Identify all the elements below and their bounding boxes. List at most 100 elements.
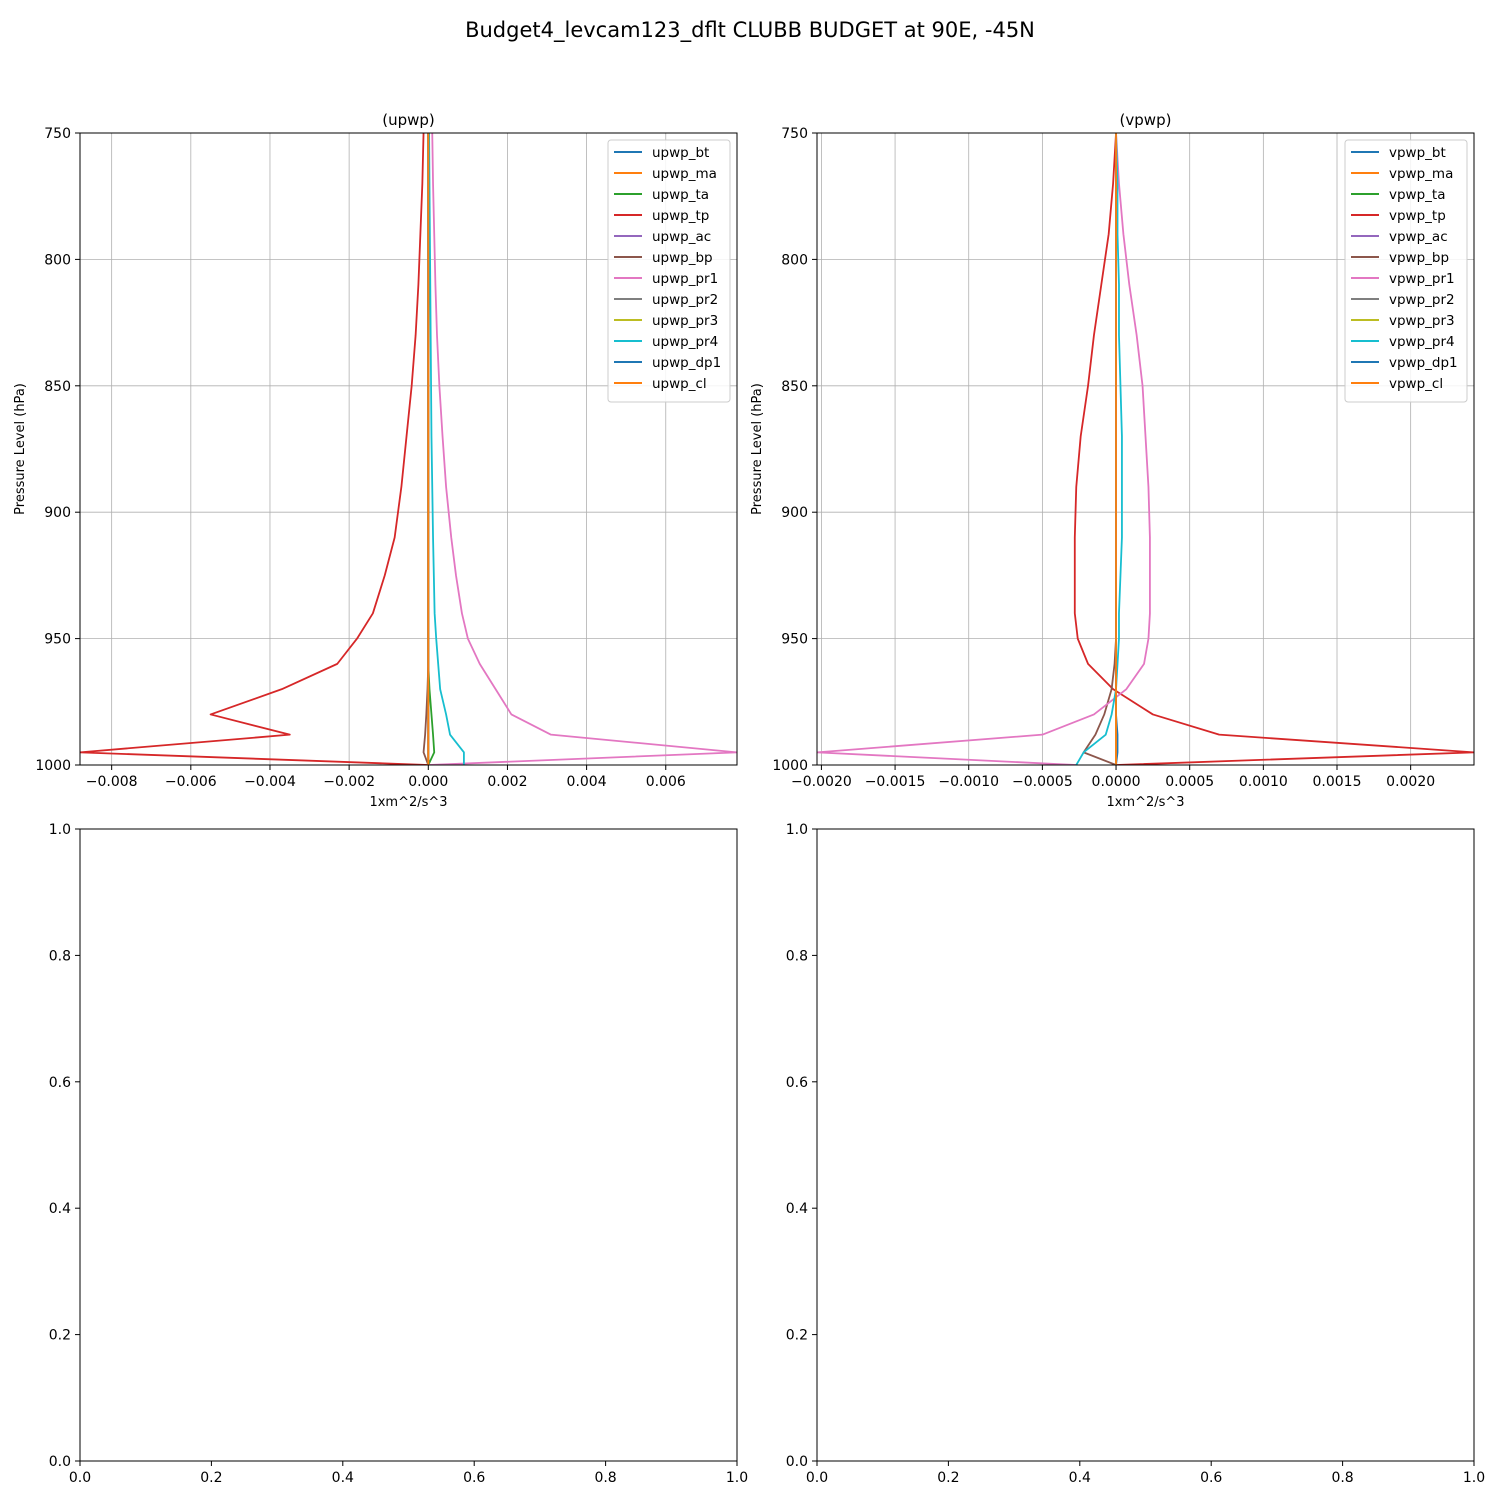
legend-entry: upwp_pr4 <box>652 334 718 350</box>
x-tick-label: 0.0020 <box>1386 774 1435 790</box>
y-tick-label: 900 <box>781 505 808 521</box>
y-tick-label: 1.0 <box>49 822 71 838</box>
x-tick-label: 0.8 <box>1331 1470 1353 1486</box>
y-tick-label: 950 <box>781 632 808 648</box>
legend-entry: vpwp_tp <box>1389 208 1446 224</box>
legend-entry: vpwp_pr2 <box>1389 292 1455 308</box>
x-tick-label: −0.0015 <box>865 774 926 790</box>
legend-entry: upwp_bp <box>652 250 713 266</box>
y-tick-label: 0.8 <box>786 948 808 964</box>
legend-frame <box>607 139 731 403</box>
series-group <box>80 133 737 765</box>
x-axis-label: 1xm^2/s^3 <box>369 795 447 810</box>
x-tick-label: 0.8 <box>594 1470 616 1486</box>
panel-1: −0.0020 −0.0015 −0.0010 −0.0005 0.0000 0.0005… <box>750 111 1475 810</box>
legend-entry: vpwp_pr1 <box>1389 271 1455 287</box>
x-tick-label: −0.0005 <box>1012 774 1073 790</box>
x-tick-label: 0.0010 <box>1239 774 1288 790</box>
x-tick-label: 0.4 <box>1069 1470 1091 1486</box>
y-tick-label: 1.0 <box>786 822 808 838</box>
legend-entry: upwp_bt <box>652 145 709 161</box>
x-tick-label: 1.0 <box>1463 1470 1485 1486</box>
axes-frame <box>79 132 738 766</box>
y-tick-label: 850 <box>44 379 71 395</box>
x-tick-label: 0.2 <box>200 1470 222 1486</box>
panel-title: (upwp) <box>382 111 435 129</box>
series-line-upwp_tp <box>80 133 429 765</box>
x-tick-label: 0.2 <box>937 1470 959 1486</box>
legend-entry: upwp_pr1 <box>652 271 718 287</box>
legend-entry: upwp_dp1 <box>652 355 721 371</box>
x-tick-label: 0.0005 <box>1165 774 1214 790</box>
x-tick-label: 0.0 <box>69 1470 91 1486</box>
x-tick-label: 1.0 <box>726 1470 748 1486</box>
y-tick-label: 850 <box>781 379 808 395</box>
legend-entry: upwp_pr2 <box>652 292 718 308</box>
y-tick-label: 800 <box>781 252 808 268</box>
legend-entry: upwp_tp <box>652 208 709 224</box>
y-tick-label: 0.2 <box>786 1328 808 1344</box>
axes-frame <box>816 132 1475 766</box>
y-tick-label: 900 <box>44 505 71 521</box>
legend-entry: vpwp_ta <box>1389 187 1446 203</box>
x-tick-label: 0.6 <box>1200 1470 1222 1486</box>
legend-entry: vpwp_bp <box>1389 250 1449 266</box>
y-tick-label: 0.6 <box>49 1075 71 1091</box>
y-tick-label: 0.8 <box>49 948 71 964</box>
legend-entry: vpwp_pr3 <box>1389 313 1455 329</box>
y-tick-label: 0.0 <box>49 1454 71 1470</box>
axes-frame <box>816 828 1475 1462</box>
x-tick-label: 0.0000 <box>1092 774 1141 790</box>
series-line-vpwp_tp <box>1073 133 1474 765</box>
panel-title: (vpwp) <box>1120 111 1172 129</box>
legend-frame <box>1344 139 1468 403</box>
x-tick-label: 0.6 <box>463 1470 485 1486</box>
y-tick-label: 1000 <box>772 758 808 774</box>
y-axis-label: Pressure Level (hPa) <box>750 383 765 515</box>
x-tick-label: −0.0020 <box>791 774 852 790</box>
x-tick-label: 0.0015 <box>1313 774 1362 790</box>
series-line-vpwp_pr4 <box>1075 133 1123 765</box>
figure-suptitle: Budget4_levcam123_dflt CLUBB BUDGET at 9… <box>465 18 1035 43</box>
x-tick-label: 0.000 <box>408 774 448 790</box>
x-axis-label: 1xm^2/s^3 <box>1106 795 1184 810</box>
legend-entry: upwp_ta <box>652 187 709 203</box>
panel-0: −0.008 −0.006 −0.004 −0.002 0.000 0.002 0.004 0… <box>13 111 738 810</box>
x-tick-label: −0.004 <box>244 774 296 790</box>
legend-entry: vpwp_pr4 <box>1389 334 1455 350</box>
x-tick-label: 0.004 <box>567 774 607 790</box>
legend-entry: upwp_pr3 <box>652 313 718 329</box>
series-group <box>817 133 1474 765</box>
legend-entry: upwp_ma <box>652 166 717 182</box>
axes-frame <box>79 828 738 1462</box>
x-tick-label: 0.4 <box>332 1470 354 1486</box>
x-tick-label: 0.006 <box>646 774 686 790</box>
y-tick-label: 750 <box>781 126 808 142</box>
legend: upwp_bt upwp_ma upwp_ta upwp_tp upwp_ac upwp_… <box>607 139 731 403</box>
legend: vpwp_bt vpwp_ma vpwp_ta vpwp_tp vpwp_ac vpwp_… <box>1344 139 1468 403</box>
legend-entry: vpwp_ac <box>1389 229 1448 245</box>
legend-entry: upwp_cl <box>652 376 707 392</box>
y-tick-label: 0.2 <box>49 1328 71 1344</box>
x-tick-label: 0.002 <box>487 774 527 790</box>
series-line-upwp_pr4 <box>428 133 465 765</box>
y-tick-label: 800 <box>44 252 71 268</box>
legend-entry: vpwp_bt <box>1389 145 1446 161</box>
x-tick-label: −0.0010 <box>938 774 999 790</box>
x-tick-label: −0.006 <box>165 774 217 790</box>
y-tick-label: 0.0 <box>786 1454 808 1470</box>
legend-entry: upwp_ac <box>652 229 711 245</box>
legend-entry: vpwp_cl <box>1389 376 1443 392</box>
legend-entry: vpwp_dp1 <box>1389 355 1458 371</box>
y-tick-label: 0.4 <box>49 1201 71 1217</box>
x-tick-label: −0.008 <box>86 774 138 790</box>
y-tick-label: 950 <box>44 632 71 648</box>
series-line-vpwp_pr1 <box>817 133 1151 765</box>
panel-2: 0.0 0.2 0.4 0.6 0.8 1.0 0.0 0.2 0.4 0.6 0.8 1.0 <box>49 822 748 1486</box>
panel-3: 0.0 0.2 0.4 0.6 0.8 1.0 0.0 0.2 0.4 0.6 0.8 1.0 <box>786 822 1485 1486</box>
x-tick-label: −0.002 <box>323 774 375 790</box>
y-tick-label: 750 <box>44 126 71 142</box>
y-axis-label: Pressure Level (hPa) <box>13 383 28 515</box>
series-line-upwp_pr1 <box>428 133 737 765</box>
y-tick-label: 0.4 <box>786 1201 808 1217</box>
